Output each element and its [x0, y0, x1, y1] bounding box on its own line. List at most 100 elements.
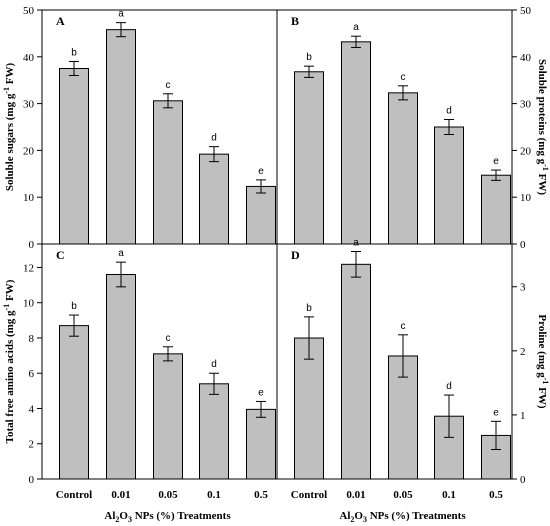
error-bar	[398, 334, 408, 378]
significance-letter: a	[118, 9, 124, 20]
error-bar	[116, 22, 126, 38]
y-axis-title: Total free amino acids (mg g-1 FW)	[2, 279, 16, 443]
bar-0.05	[388, 92, 418, 245]
bar-0.01	[106, 273, 136, 480]
bar-Control	[59, 68, 89, 245]
panel-d: D 0 1 2 3 Proline (mg g-1 FW) b Control a 0.01 c 0.…	[291, 237, 550, 524]
error-bar	[491, 169, 501, 181]
error-bar	[351, 250, 361, 278]
y-tick-label: 50	[520, 5, 532, 17]
bar-0.5	[246, 408, 276, 480]
error-bar	[398, 85, 408, 101]
bar-0.01	[106, 29, 136, 245]
error-bar	[163, 346, 173, 362]
panel-letter: B	[291, 14, 299, 28]
significance-letter: e	[258, 166, 264, 177]
y-tick-label: 3	[520, 282, 526, 294]
significance-letter: a	[353, 237, 359, 248]
significance-letter: b	[71, 47, 77, 58]
error-bar	[69, 314, 79, 337]
error-bar	[444, 119, 454, 135]
y-tick-label: 12	[23, 262, 34, 274]
error-bar	[491, 420, 501, 451]
x-tick-label: Control	[291, 489, 327, 501]
bar-0.01	[341, 263, 371, 480]
bar-0.05	[153, 100, 183, 245]
error-bar	[256, 400, 266, 418]
significance-letter: e	[493, 407, 499, 418]
y-tick-label: 10	[23, 298, 35, 310]
y-axis-title: Soluble proteins (mg g-1 FW)	[536, 59, 550, 195]
y-tick-label: 4	[29, 403, 35, 415]
significance-letter: c	[401, 321, 406, 332]
y-tick-label: 40	[23, 52, 35, 64]
panel-letter: D	[291, 248, 300, 262]
bar-0.5	[246, 185, 276, 245]
x-axis-title: Al2O3 NPs (%) Treatments	[339, 510, 466, 524]
error-bar	[256, 179, 266, 194]
bar-0.01	[341, 41, 371, 245]
x-tick-label: 0.1	[207, 489, 221, 501]
error-bar	[163, 93, 173, 109]
x-tick-label: 0.01	[346, 489, 365, 501]
significance-letter: a	[353, 22, 359, 33]
y-tick-label: 0	[520, 239, 526, 251]
y-axis-title: Soluble sugars (mg g-1 FW)	[2, 63, 16, 192]
bar-Control	[294, 337, 324, 480]
bar-Control	[59, 325, 89, 480]
significance-letter: b	[306, 303, 312, 314]
significance-letter: c	[166, 80, 171, 91]
y-tick-label: 50	[23, 5, 35, 17]
bar-0.1	[199, 383, 229, 480]
bar-Control	[294, 71, 324, 245]
x-tick-label: 0.05	[158, 489, 178, 501]
significance-letter: c	[401, 72, 406, 83]
x-tick-label: 0.05	[393, 489, 413, 501]
y-tick-label: 2	[520, 346, 526, 358]
y-tick-label: 10	[23, 192, 35, 204]
bar-0.05	[153, 353, 183, 480]
error-bar	[209, 372, 219, 395]
significance-letter: e	[258, 387, 264, 398]
error-bar	[69, 60, 79, 77]
y-tick-label: 10	[520, 192, 532, 204]
x-tick-label: 0.1	[442, 489, 456, 501]
x-tick-label: Control	[56, 489, 92, 501]
error-bar	[351, 35, 361, 48]
x-axis-title: Al2O3 NPs (%) Treatments	[104, 510, 231, 524]
error-bar	[304, 316, 314, 360]
x-tick-label: 0.5	[489, 489, 503, 501]
y-axis-title: Proline (mg g-1 FW)	[536, 314, 550, 408]
bar-0.1	[199, 153, 229, 245]
bar-0.1	[434, 126, 464, 245]
significance-letter: e	[493, 156, 499, 167]
significance-letter: d	[211, 359, 217, 370]
error-bar	[209, 146, 219, 163]
x-tick-label: 0.01	[111, 489, 130, 501]
x-tick-label: 0.5	[254, 489, 268, 501]
panel-a: A 0 10 20 30 40 50 Soluble sugars (mg g-1 FW) b a…	[2, 5, 276, 251]
significance-letter: d	[446, 106, 452, 117]
y-tick-label: 40	[520, 52, 532, 64]
bar-0.5	[481, 174, 511, 245]
error-bar	[304, 65, 314, 78]
panel-b: B 0 10 20 30 40 50 Soluble proteins (mg g-1 FW)…	[291, 5, 550, 251]
significance-letter: b	[71, 301, 77, 312]
y-tick-label: 0	[29, 474, 35, 486]
y-tick-label: 30	[23, 99, 35, 111]
significance-letter: d	[211, 133, 217, 144]
panel-letter: C	[56, 248, 65, 262]
panel-c: C 0 2 4 6 8 10 12 Total free amino acids (mg g-1…	[2, 248, 276, 524]
significance-letter: b	[306, 52, 312, 63]
significance-letter: a	[118, 248, 124, 259]
y-tick-label: 20	[23, 145, 35, 157]
y-tick-label: 2	[29, 439, 35, 451]
y-tick-label: 1	[520, 410, 526, 422]
y-tick-label: 20	[520, 145, 532, 157]
significance-letter: d	[446, 381, 452, 392]
y-tick-label: 0	[29, 239, 35, 251]
error-bar	[116, 261, 126, 288]
y-tick-label: 30	[520, 99, 532, 111]
panel-letter: A	[56, 14, 65, 28]
